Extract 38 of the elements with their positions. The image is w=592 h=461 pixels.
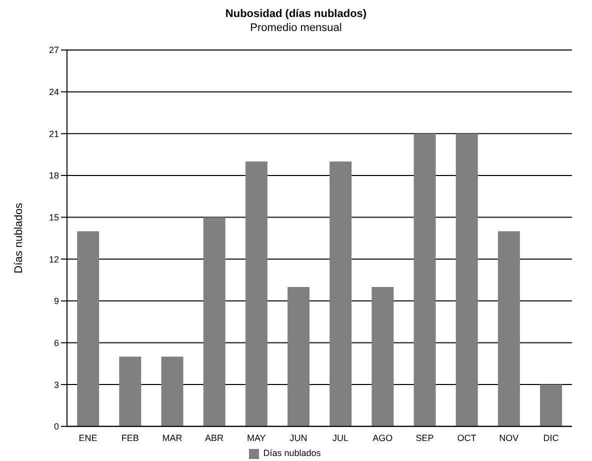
- y-tick-label: 18: [48, 170, 59, 181]
- bar: [245, 162, 268, 426]
- bar: [203, 217, 226, 426]
- bar: [498, 231, 520, 426]
- x-tick-label: MAY: [246, 432, 266, 443]
- chart-title: Nubosidad (días nublados): [224, 8, 368, 21]
- bar: [456, 134, 478, 426]
- y-tick-label: 9: [54, 296, 59, 306]
- bar: [119, 356, 142, 426]
- x-tick-label: JUN: [290, 432, 308, 443]
- x-tick-label: JUL: [332, 432, 349, 443]
- bar: [540, 384, 562, 426]
- bar: [161, 356, 184, 426]
- y-tick-label: 21: [48, 128, 59, 139]
- y-tick-label: 0: [54, 422, 59, 432]
- y-axis-title: Días nublados: [12, 202, 25, 274]
- x-tick-label: ABR: [205, 432, 224, 443]
- bar: [372, 286, 394, 426]
- x-tick-label: ENE: [78, 432, 98, 443]
- bar: [330, 162, 352, 426]
- y-tick-label: 12: [48, 254, 59, 264]
- x-tick-label: DIC: [543, 432, 560, 443]
- x-tick-label: MAR: [162, 432, 183, 443]
- x-tick-label: FEB: [121, 432, 139, 443]
- x-tick-label: OCT: [457, 432, 477, 443]
- bar: [288, 286, 310, 426]
- x-tick-label: NOV: [499, 432, 519, 443]
- y-tick-label: 15: [48, 212, 59, 222]
- y-tick-label: 6: [54, 338, 59, 348]
- legend-label: Días nublados: [263, 448, 321, 458]
- x-tick-label: SEP: [416, 432, 434, 443]
- y-tick-label: 24: [48, 87, 59, 98]
- x-tick-label: AGO: [372, 432, 393, 443]
- y-tick-label: 27: [48, 45, 59, 56]
- y-tick-label: 3: [54, 380, 59, 390]
- bar: [77, 231, 100, 426]
- chart-subtitle: Promedio mensual: [249, 22, 343, 35]
- bar: [414, 134, 436, 426]
